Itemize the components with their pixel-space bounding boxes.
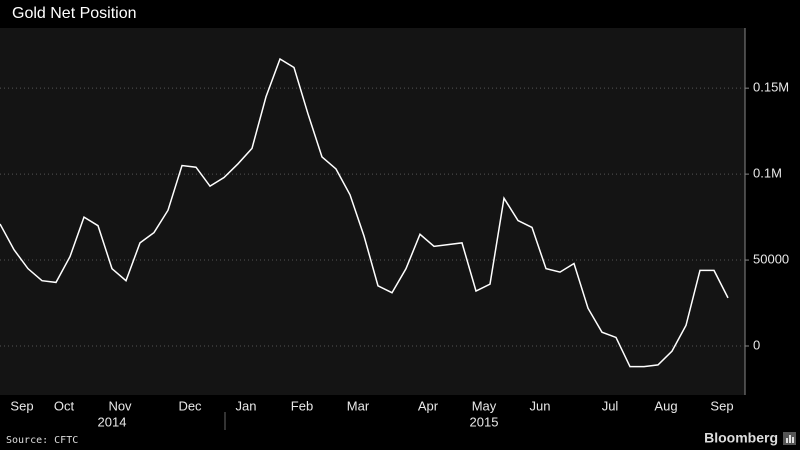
plot-area xyxy=(0,28,745,395)
x-tick-label: Jul xyxy=(602,398,619,413)
x-tick-label: Nov xyxy=(108,398,132,413)
x-tick-label: Jan xyxy=(236,398,257,413)
x-tick-label: Sep xyxy=(10,398,33,413)
chart-title: Gold Net Position xyxy=(12,5,137,22)
y-tick-label: 50000 xyxy=(753,251,789,266)
x-tick-label: Mar xyxy=(347,398,370,413)
x-tick-label: Apr xyxy=(418,398,439,413)
x-tick-label: Aug xyxy=(654,398,677,413)
year-label: 2015 xyxy=(470,414,499,429)
y-tick-label: 0.1M xyxy=(753,166,782,181)
x-tick-label: Dec xyxy=(178,398,202,413)
x-tick-label: Jun xyxy=(530,398,551,413)
brand: Bloomberg xyxy=(704,430,778,446)
brand-icon xyxy=(783,432,796,445)
x-tick-label: Sep xyxy=(710,398,733,413)
year-label: 2014 xyxy=(98,414,127,429)
x-tick-label: Feb xyxy=(291,398,313,413)
x-tick-label: May xyxy=(472,398,497,413)
x-tick-label: Oct xyxy=(54,398,75,413)
y-tick-label: 0 xyxy=(753,337,760,352)
data-line xyxy=(0,57,729,368)
source: Source: CFTC xyxy=(6,435,78,446)
y-tick-label: 0.15M xyxy=(753,80,789,95)
